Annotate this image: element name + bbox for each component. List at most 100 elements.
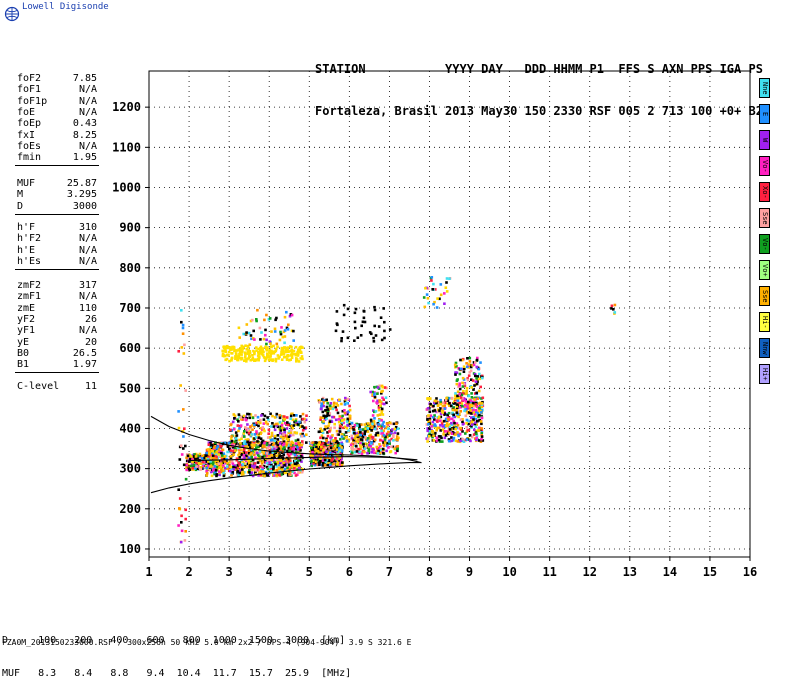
param-value: 317 [78,280,97,291]
echo-point [432,401,436,405]
chart-grid [149,71,750,557]
echo-point [368,331,372,334]
echo-point [437,435,441,438]
echo-point [446,424,449,428]
echo-point [455,411,459,414]
echo-point [208,469,211,472]
echo-point [233,440,237,443]
echo-point [280,462,284,466]
echo-point [321,410,325,414]
echo-point [214,450,217,453]
echo-point [240,452,243,456]
echo-point [476,380,479,383]
echo-point [256,440,259,443]
echo-point [299,357,302,360]
echo-point [254,467,257,470]
echo-point [438,409,441,412]
echo-point [433,418,436,421]
echo-point [390,445,393,448]
echo-point [476,397,480,400]
echo-point [247,412,251,416]
echo-point [319,447,323,451]
echo-point [373,417,376,420]
echo-point [314,453,317,457]
echo-point [222,469,225,472]
param-value: 1.97 [72,359,97,371]
echo-point [277,447,281,450]
echo-point [459,406,462,409]
param-label: B1 [17,359,30,371]
echo-point [268,317,272,320]
y-tick-label: 800 [119,261,141,275]
echo-point [387,446,390,449]
echo-point [207,452,211,455]
echo-point [237,453,240,457]
echo-point [233,464,237,467]
echo-point [363,430,367,433]
echo-point [422,296,426,299]
echo-point [259,427,263,430]
echo-point [251,464,254,468]
echo-point [461,385,465,388]
echo-point [456,414,459,417]
echo-cluster-12 [422,276,452,309]
echo-point [472,411,475,414]
echo-point [469,439,472,443]
echo-point [260,440,264,443]
echo-point [461,398,465,402]
echo-point [474,380,478,383]
echo-point [455,405,459,408]
echo-point [335,448,339,451]
echo-point [610,307,613,310]
echo-point [236,424,240,427]
echo-point [443,407,447,410]
echo-point [396,445,399,448]
echo-point [265,342,268,346]
echo-point [236,468,240,471]
echo-point [450,436,453,439]
echo-point [428,410,432,414]
echo-point [356,424,359,427]
echo-point [311,441,314,445]
echo-point [481,439,485,442]
echo-point [445,290,449,293]
echo-point [446,413,449,417]
echo-point [235,434,239,437]
echo-point [291,418,295,422]
echo-point [322,401,325,404]
echo-point [388,421,392,425]
echo-point [354,434,357,438]
echo-point [180,320,183,324]
echo-point [352,428,355,431]
echo-point [332,439,335,442]
echo-point [199,468,203,471]
echo-point [283,315,287,319]
echo-point [275,342,279,346]
echo-point [476,405,479,409]
echo-point [199,462,203,465]
echo-point [478,426,481,430]
echo-point [276,422,280,426]
echo-point [465,438,469,441]
param-row-muf: MUF 25.87 [17,178,97,189]
echo-point [229,456,233,459]
echo-point [254,436,258,439]
echo-point [272,344,275,348]
echo-point [425,293,429,296]
echo-point [455,365,458,368]
echo-point [439,415,443,419]
echo-point [454,394,457,397]
echo-point [297,459,300,462]
echo-point [457,396,460,400]
echo-point [275,454,278,457]
echo-point [228,457,231,461]
echo-point [264,442,268,445]
echo-point [231,420,235,424]
param-value: 26 [84,313,97,325]
echo-point [426,437,430,441]
echo-point [259,338,262,341]
echo-point [239,417,243,421]
echo-point [209,454,213,457]
echo-point [392,433,395,437]
echo-point [216,466,219,469]
